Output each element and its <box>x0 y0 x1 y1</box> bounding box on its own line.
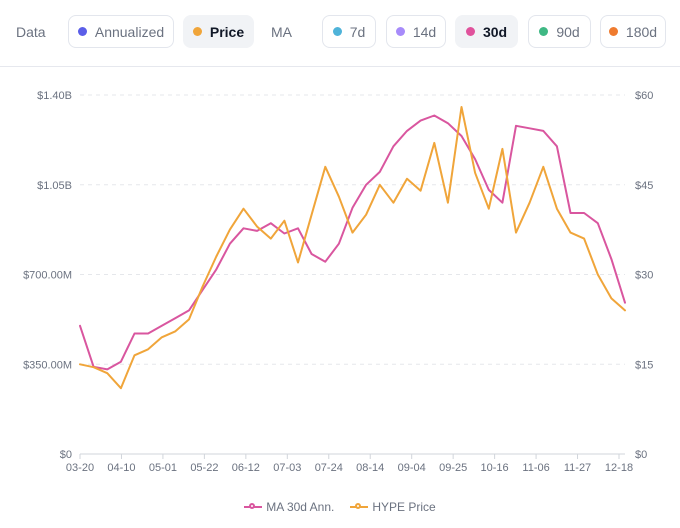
ma-14d-toggle[interactable]: 14d <box>386 15 446 48</box>
y-left-tick-label: $700.00M <box>23 270 72 282</box>
price-label: Price <box>209 23 245 40</box>
y-right-tick-label: $0 <box>635 449 647 461</box>
annualized-dot-icon <box>77 27 87 36</box>
annualized-toggle[interactable]: Annualized <box>68 15 174 48</box>
x-tick-label: 11-27 <box>564 462 591 474</box>
ma-90d-toggle[interactable]: 90d <box>528 15 591 48</box>
x-tick-label: 11-06 <box>522 462 549 474</box>
ma-30d-toggle[interactable]: 30d <box>455 15 518 48</box>
x-tick-label: 09-25 <box>439 462 467 474</box>
legend-label-hype-price: HYPE Price <box>372 500 436 514</box>
x-tick-label: 05-01 <box>149 462 177 474</box>
data-label: Data <box>16 24 46 40</box>
x-tick-label: 06-12 <box>232 462 260 474</box>
y-right-tick-label: $45 <box>635 180 653 192</box>
x-tick-label: 10-16 <box>481 462 509 474</box>
ma-14d-label: 14d <box>412 23 437 40</box>
x-tick-label: 04-10 <box>107 462 135 474</box>
ma-7d-label: 7d <box>349 23 366 40</box>
price-toggle[interactable]: Price <box>183 15 254 48</box>
ma-180d-dot-icon <box>608 27 618 36</box>
ma-14d-dot-icon <box>395 27 405 36</box>
ma-30d-dot-icon <box>465 27 475 36</box>
chart-toolbar: Data Annualized Price MA 7d 14d 30d 90d … <box>0 0 680 67</box>
x-tick-label: 09-04 <box>398 462 426 474</box>
legend-line-icon <box>244 502 263 512</box>
ma-label: MA <box>271 24 292 40</box>
x-tick-label: 08-14 <box>356 462 384 474</box>
legend-label-ma-30d-ann: MA 30d Ann. <box>266 500 335 514</box>
x-tick-label: 07-24 <box>315 462 343 474</box>
series-line-hype-price <box>79 106 626 390</box>
ma-180d-toggle[interactable]: 180d <box>600 15 666 48</box>
series-line-ma-30d-ann <box>79 114 626 371</box>
line-chart: $0 $350.00M $700.00M $1.05B $1.40B $0 $15 $30 $4… <box>23 90 653 474</box>
y-right-tick-label: $30 <box>635 270 653 282</box>
legend-item-ma-30d-ann[interactable]: MA 30d Ann. <box>244 500 334 514</box>
ma-90d-dot-icon <box>539 27 549 36</box>
x-tick-label: 07-03 <box>273 462 301 474</box>
chart-legend: MA 30d Ann. HYPE Price <box>0 500 680 514</box>
price-dot-icon <box>192 27 202 36</box>
ma-90d-label: 90d <box>556 23 580 40</box>
y-left-tick-label: $1.05B <box>37 180 72 192</box>
y-left-tick-label: $1.40B <box>37 90 72 102</box>
ma-180d-label: 180d <box>625 23 658 40</box>
ma-7d-dot-icon <box>332 27 342 36</box>
legend-line-icon <box>350 502 369 512</box>
legend-item-hype-price[interactable]: HYPE Price <box>350 500 436 514</box>
y-right-tick-label: $15 <box>635 359 653 371</box>
y-left-tick-label: $350.00M <box>23 359 72 371</box>
x-tick-label: 12-18 <box>605 462 633 474</box>
x-tick-label: 05-22 <box>190 462 218 474</box>
x-tick-label: 03-20 <box>66 462 94 474</box>
y-right-tick-label: $60 <box>635 90 653 102</box>
annualized-label: Annualized <box>94 23 165 40</box>
y-left-tick-label: $0 <box>60 449 72 461</box>
ma-7d-toggle[interactable]: 7d <box>322 15 376 48</box>
ma-30d-label: 30d <box>482 23 508 40</box>
